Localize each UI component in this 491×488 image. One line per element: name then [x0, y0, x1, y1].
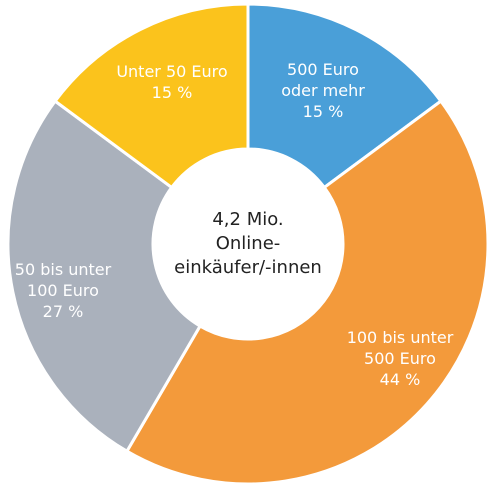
value-label: 15 % [151, 83, 193, 102]
value-label: 44 % [379, 369, 421, 389]
donut-segment [53, 2, 250, 190]
category-label: 50 bis unter 100 Euro [14, 259, 112, 300]
donut-segment [124, 99, 490, 486]
segment-label: Unter 50 Euro 15 % [105, 42, 239, 122]
value-label: 15 % [302, 101, 344, 121]
center-label: Online- [216, 233, 281, 254]
donut-segment [246, 2, 443, 190]
center-label: 4,2 Mio. [212, 209, 283, 230]
category-label: 100 bis unter 500 Euro [346, 327, 454, 368]
segment-label-box: 50 bis unter 100 Euro 27 % [9, 250, 117, 330]
segment-label-box: 500 Euro oder mehr 15 % [273, 50, 373, 130]
segment-label-box: 100 bis unter 500 Euro 44 % [341, 318, 459, 398]
category-label: 500 Euro oder mehr [281, 59, 365, 100]
value-label: 27 % [42, 301, 84, 321]
donut-segment [6, 99, 203, 454]
segment-label-box: Unter 50 Euro 15 % [105, 42, 239, 122]
category-label: Unter 50 Euro [116, 62, 228, 81]
center-label: einkäufer/-innen [174, 257, 322, 278]
